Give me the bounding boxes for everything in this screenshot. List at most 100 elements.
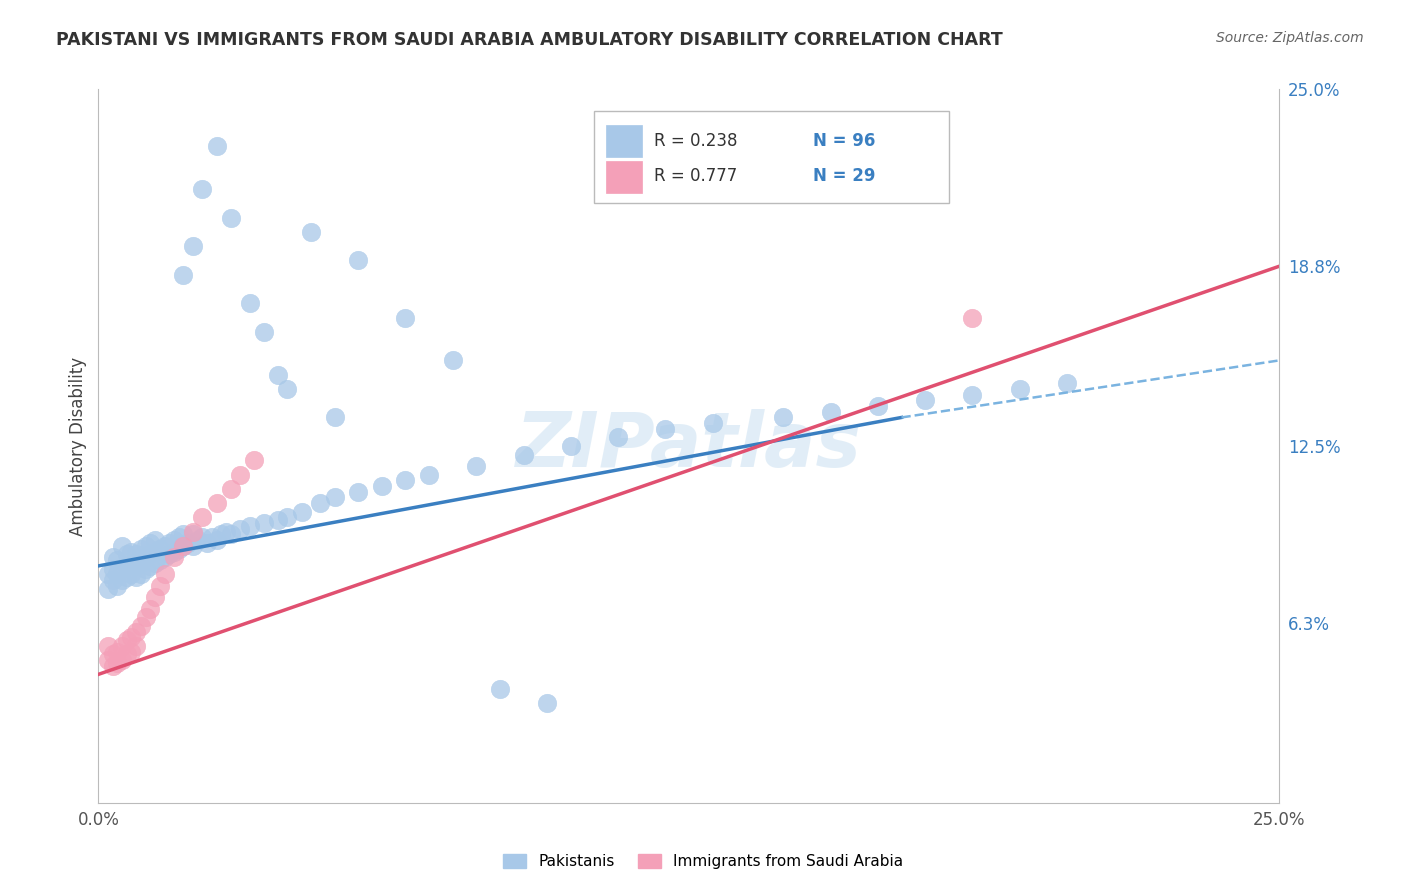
Point: [243, 453, 266, 467]
Point: [229, 467, 252, 482]
Point: [267, 368, 290, 382]
Point: [201, 530, 224, 544]
Point: [111, 653, 134, 667]
Point: [299, 225, 322, 239]
Point: [139, 548, 162, 562]
Point: [163, 533, 186, 548]
Point: [181, 539, 204, 553]
Point: [205, 533, 228, 548]
Point: [101, 658, 124, 673]
Point: [181, 239, 204, 253]
Point: [1008, 382, 1031, 396]
Text: N = 96: N = 96: [813, 132, 876, 150]
Point: [125, 639, 148, 653]
Point: [239, 519, 262, 533]
Point: [418, 467, 440, 482]
Point: [121, 544, 143, 558]
Point: [101, 550, 124, 565]
Point: [820, 405, 842, 419]
Point: [115, 570, 138, 584]
Point: [607, 430, 630, 444]
Point: [914, 393, 936, 408]
Point: [125, 624, 148, 639]
Point: [157, 548, 180, 562]
Point: [394, 473, 416, 487]
Point: [163, 544, 186, 558]
Point: [149, 553, 172, 567]
Point: [167, 541, 190, 556]
Point: [267, 513, 290, 527]
Point: [276, 382, 298, 396]
Text: R = 0.777: R = 0.777: [654, 168, 737, 186]
Point: [97, 639, 120, 653]
Point: [253, 516, 276, 530]
Point: [111, 539, 134, 553]
Point: [121, 644, 143, 658]
Point: [135, 550, 157, 565]
Point: [209, 527, 232, 541]
Point: [135, 562, 157, 576]
Point: [97, 653, 120, 667]
Point: [121, 567, 143, 582]
Point: [115, 558, 138, 573]
Point: [205, 139, 228, 153]
Point: [129, 556, 152, 570]
Point: [219, 211, 242, 225]
Point: [654, 422, 676, 436]
Point: [143, 544, 166, 558]
Point: [195, 536, 218, 550]
Point: [181, 527, 204, 541]
Point: [191, 530, 214, 544]
Point: [512, 448, 534, 462]
Legend: Pakistanis, Immigrants from Saudi Arabia: Pakistanis, Immigrants from Saudi Arabia: [498, 847, 908, 875]
Point: [139, 601, 162, 615]
Point: [97, 567, 120, 582]
Point: [105, 579, 128, 593]
Point: [121, 556, 143, 570]
Point: [465, 458, 488, 473]
Point: [177, 536, 200, 550]
Point: [129, 567, 152, 582]
Point: [219, 482, 242, 496]
Point: [121, 630, 143, 644]
Point: [105, 567, 128, 582]
Point: [187, 533, 209, 548]
Point: [181, 524, 204, 539]
Point: [125, 558, 148, 573]
Point: [129, 541, 152, 556]
Point: [153, 550, 176, 565]
Point: [215, 524, 238, 539]
FancyBboxPatch shape: [595, 111, 949, 203]
Point: [347, 484, 370, 499]
FancyBboxPatch shape: [606, 125, 641, 157]
Point: [167, 530, 190, 544]
Text: PAKISTANI VS IMMIGRANTS FROM SAUDI ARABIA AMBULATORY DISABILITY CORRELATION CHAR: PAKISTANI VS IMMIGRANTS FROM SAUDI ARABI…: [56, 31, 1002, 49]
Point: [125, 570, 148, 584]
Point: [536, 696, 558, 710]
Point: [239, 296, 262, 310]
Point: [394, 310, 416, 325]
FancyBboxPatch shape: [606, 161, 641, 193]
Point: [191, 182, 214, 196]
Point: [1056, 376, 1078, 391]
Point: [560, 439, 582, 453]
Point: [191, 510, 214, 524]
Point: [105, 656, 128, 670]
Point: [143, 556, 166, 570]
Text: ZIPatlas: ZIPatlas: [516, 409, 862, 483]
Point: [105, 644, 128, 658]
Point: [97, 582, 120, 596]
Point: [101, 562, 124, 576]
Point: [111, 562, 134, 576]
Point: [323, 491, 346, 505]
Text: R = 0.238: R = 0.238: [654, 132, 737, 150]
Point: [139, 536, 162, 550]
Point: [105, 553, 128, 567]
Point: [347, 253, 370, 268]
Point: [290, 505, 312, 519]
Point: [125, 548, 148, 562]
Point: [153, 567, 176, 582]
Point: [253, 325, 276, 339]
Point: [962, 387, 984, 401]
Text: Source: ZipAtlas.com: Source: ZipAtlas.com: [1216, 31, 1364, 45]
